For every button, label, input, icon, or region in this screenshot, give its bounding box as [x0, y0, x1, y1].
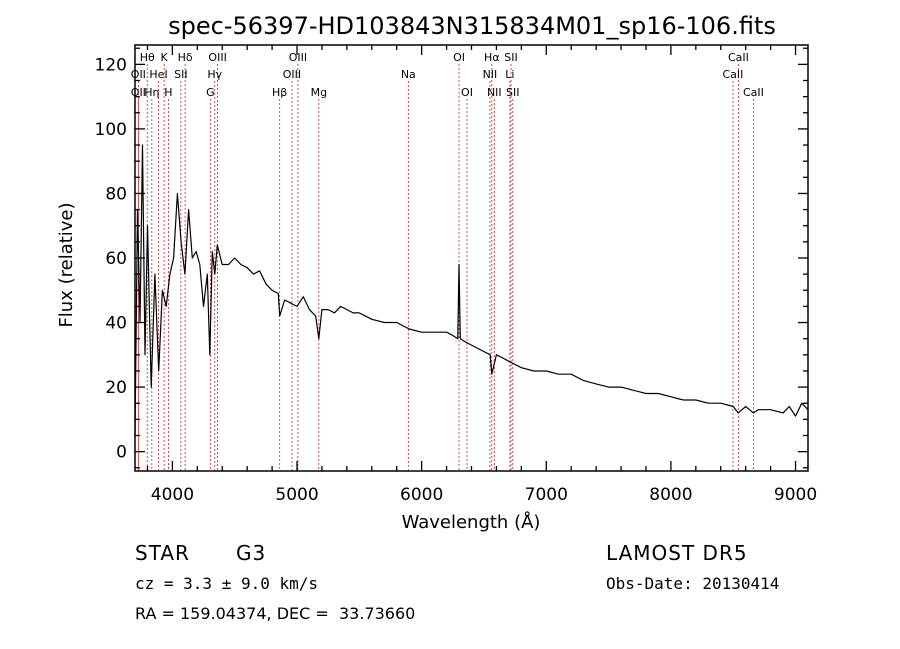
x-tick-label: 8000	[649, 485, 692, 505]
line-marker-label: Hβ	[272, 86, 287, 99]
line-marker-label: NII	[483, 68, 498, 81]
line-marker-label: SII	[506, 86, 519, 99]
y-tick-label: 100	[95, 120, 127, 140]
line-marker-label: Hθ	[140, 51, 155, 64]
y-tick-label: 20	[105, 378, 127, 398]
line-marker-label: Hδ	[178, 51, 193, 64]
y-tick-label: 80	[105, 184, 127, 204]
x-tick-label: 4000	[151, 485, 194, 505]
survey-name: LAMOST DR5	[606, 541, 748, 565]
x-tick-label: 7000	[525, 485, 568, 505]
sky-coordinates: RA = 159.04374, DEC = 33.73660	[135, 604, 416, 623]
line-marker-label: Mg	[311, 86, 327, 99]
line-marker-label: CaII	[743, 86, 764, 99]
spectrum-series	[134, 144, 809, 436]
line-marker-label: OI	[461, 86, 473, 99]
line-marker-label: Hα	[484, 51, 500, 64]
line-marker-label: H	[164, 86, 172, 99]
x-tick-label: 6000	[400, 485, 443, 505]
line-marker-label: Na	[401, 68, 416, 81]
line-marker-label: OI	[453, 51, 465, 64]
line-marker-label: OIII	[283, 68, 301, 81]
y-tick-label: 0	[116, 443, 127, 463]
spectral-subclass: G3	[236, 541, 267, 565]
axis-ticks: 4000 5000 6000 7000 8000 9000 0 20 40 60 80 100 120	[95, 45, 817, 505]
y-tick-label: 60	[105, 249, 127, 269]
x-tick-label: 5000	[275, 485, 318, 505]
redshift-velocity: cz = 3.3 ± 9.0 km/s	[135, 574, 319, 593]
line-marker-label: SII	[174, 68, 187, 81]
line-marker-label: Li	[505, 68, 514, 81]
x-tick-label: 9000	[774, 485, 817, 505]
line-marker-label: CaII	[723, 68, 744, 81]
y-tick-label: 40	[105, 314, 127, 334]
chart-title: spec-56397-HD103843N315834M01_sp16-106.f…	[168, 12, 776, 40]
line-marker-label: G	[206, 86, 215, 99]
plot-frame	[134, 44, 809, 472]
line-marker-label: OII	[131, 68, 146, 81]
line-marker-label: HeI	[149, 68, 167, 81]
line-marker-label: NII	[487, 86, 502, 99]
line-marker-label: CaII	[728, 51, 749, 64]
x-axis-label: Wavelength (Å)	[402, 511, 541, 533]
y-axis-label: Flux (relative)	[56, 202, 77, 327]
line-marker-label: OIII	[289, 51, 307, 64]
line-marker-label: OIII	[208, 51, 226, 64]
line-markers: Hθ K Hδ OIII OIII OI Hα SII CaII OII HeI SII Hγ OIII N…	[131, 51, 764, 471]
observation-date: Obs-Date: 20130414	[606, 574, 780, 593]
line-marker-label: Hγ	[207, 68, 222, 81]
line-marker-label: SII	[504, 51, 517, 64]
line-marker-label: Hη	[144, 86, 159, 99]
object-class: STAR	[135, 541, 190, 565]
y-tick-label: 120	[95, 55, 127, 75]
line-marker-label: K	[161, 51, 169, 64]
